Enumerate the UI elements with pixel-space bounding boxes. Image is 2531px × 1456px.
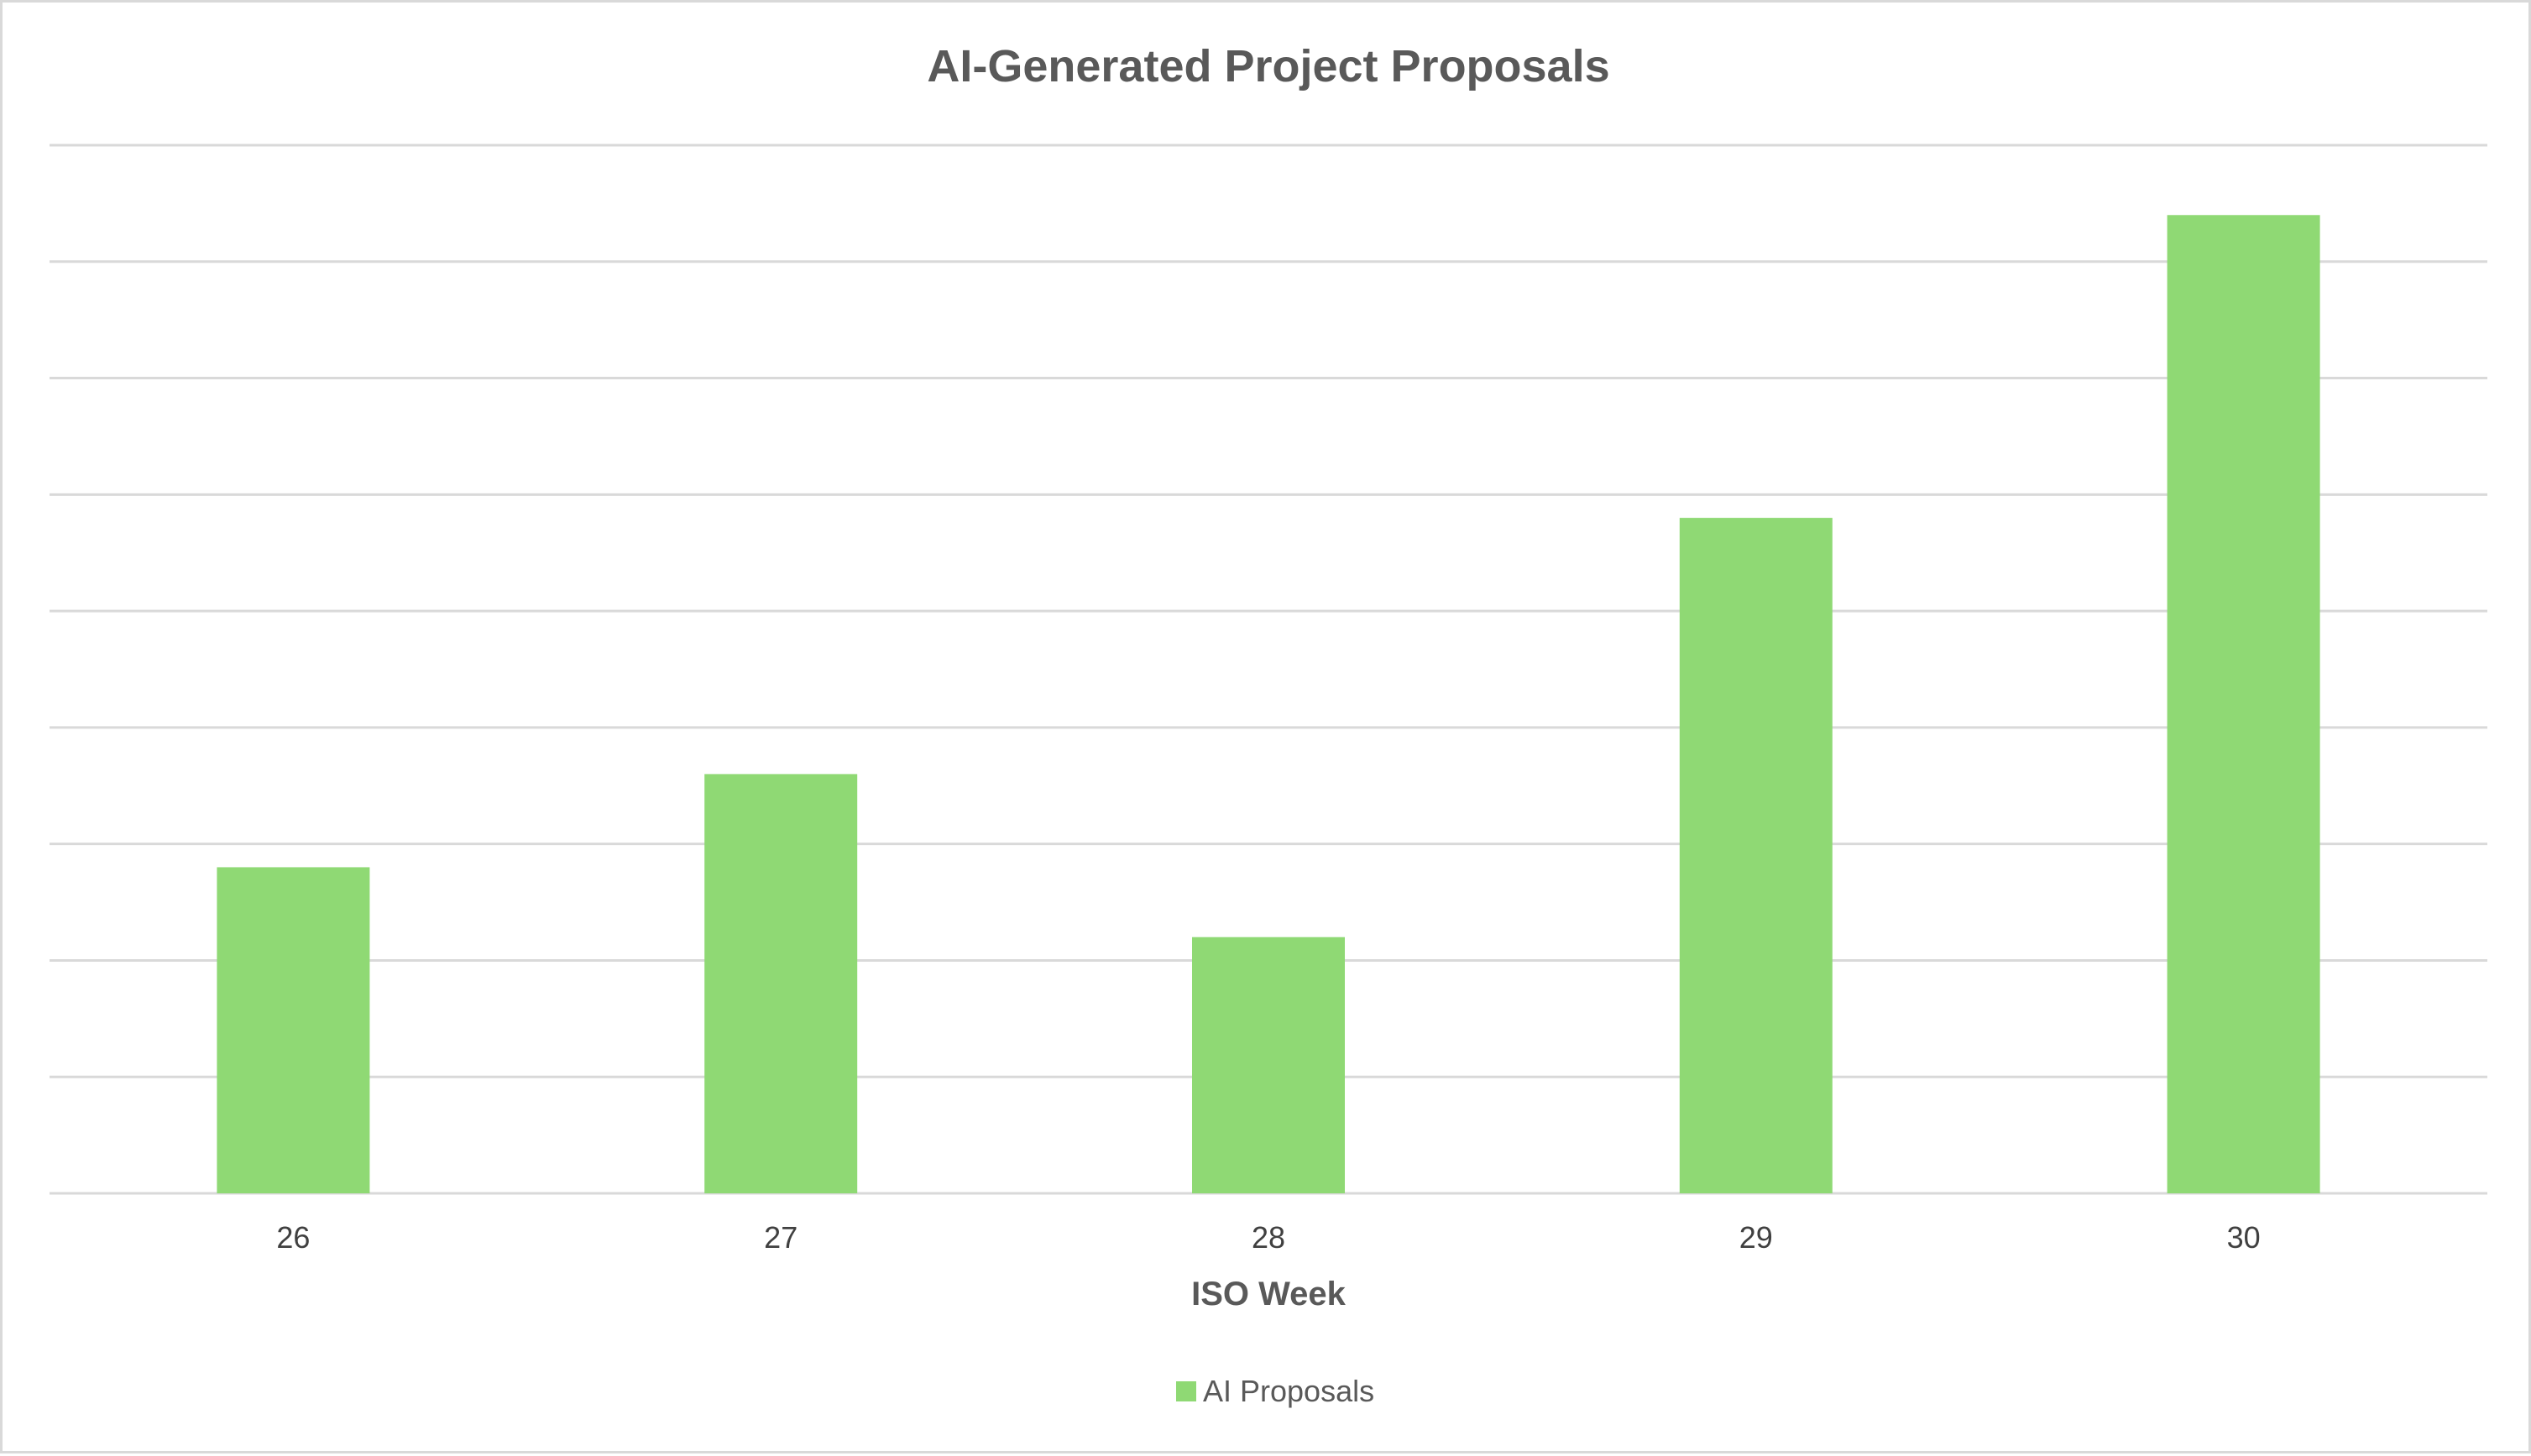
bar-week-28: [1192, 937, 1345, 1193]
x-tick-label: 26: [276, 1220, 310, 1255]
legend-swatch-ai-proposals: [1176, 1381, 1196, 1401]
bar-week-26: [217, 867, 370, 1193]
chart-title: AI-Generated Project Proposals: [927, 41, 1609, 91]
x-tick-label: 30: [2227, 1220, 2261, 1255]
bar-week-27: [704, 774, 858, 1193]
bar-week-29: [1679, 518, 1833, 1193]
gridlines: [50, 144, 2487, 1195]
bar-week-30: [2167, 215, 2320, 1194]
x-tick-labels: 26 27 28 29 30: [276, 1220, 2260, 1255]
x-tick-label: 27: [764, 1220, 797, 1255]
x-tick-label: 29: [1739, 1220, 1773, 1255]
legend: AI Proposals: [1176, 1374, 1374, 1408]
x-axis-title: ISO Week: [1191, 1276, 1347, 1312]
x-tick-label: 28: [1252, 1220, 1285, 1255]
legend-label-ai-proposals: AI Proposals: [1203, 1374, 1374, 1408]
bar-chart: 26 27 28 29 30 AI-Generated Project Proposal…: [50, 41, 2487, 1408]
bars: [217, 215, 2320, 1194]
